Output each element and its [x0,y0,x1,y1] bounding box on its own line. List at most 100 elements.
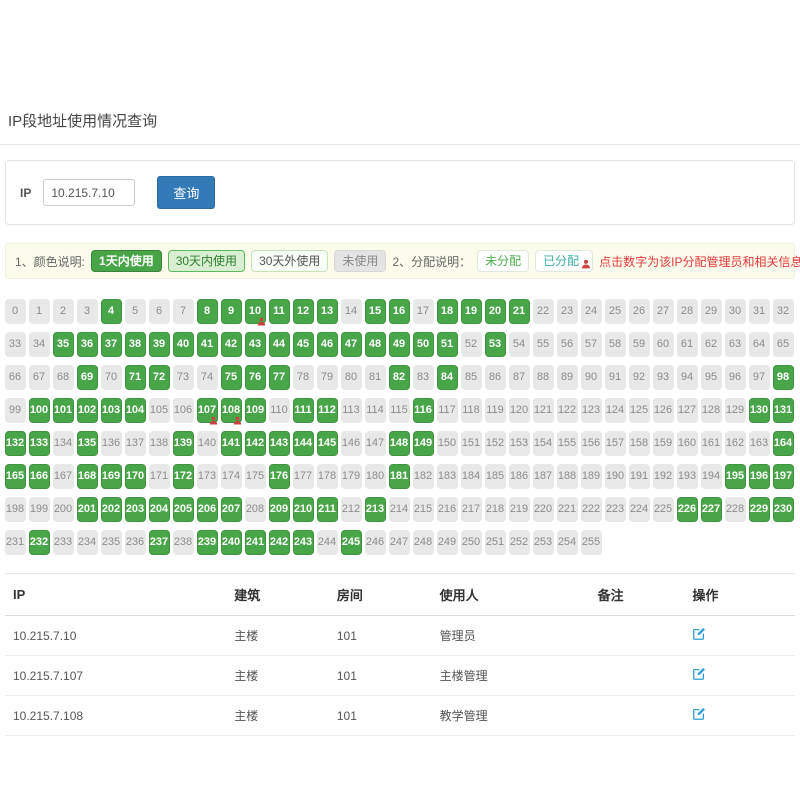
ip-cell-100[interactable]: 100 [28,397,50,423]
ip-cell-72[interactable]: 72 [148,364,170,390]
ip-cell-73[interactable]: 73 [172,364,194,390]
ip-cell-125[interactable]: 125 [628,397,650,423]
ip-cell-159[interactable]: 159 [652,430,674,456]
ip-cell-89[interactable]: 89 [556,364,578,390]
ip-cell-66[interactable]: 66 [4,364,26,390]
ip-cell-69[interactable]: 69 [76,364,98,390]
ip-cell-245[interactable]: 245 [340,529,362,555]
ip-cell-81[interactable]: 81 [364,364,386,390]
ip-cell-253[interactable]: 253 [532,529,554,555]
ip-cell-30[interactable]: 30 [724,298,746,324]
ip-cell-37[interactable]: 37 [100,331,122,357]
ip-cell-97[interactable]: 97 [748,364,770,390]
ip-cell-201[interactable]: 201 [76,496,98,522]
ip-cell-154[interactable]: 154 [532,430,554,456]
ip-cell-152[interactable]: 152 [484,430,506,456]
ip-cell-244[interactable]: 244 [316,529,338,555]
ip-cell-224[interactable]: 224 [628,496,650,522]
ip-cell-83[interactable]: 83 [412,364,434,390]
ip-cell-56[interactable]: 56 [556,331,578,357]
ip-cell-4[interactable]: 4 [100,298,122,324]
ip-cell-227[interactable]: 227 [700,496,722,522]
ip-cell-158[interactable]: 158 [628,430,650,456]
ip-cell-180[interactable]: 180 [364,463,386,489]
ip-cell-254[interactable]: 254 [556,529,578,555]
ip-cell-171[interactable]: 171 [148,463,170,489]
ip-cell-240[interactable]: 240 [220,529,242,555]
ip-cell-214[interactable]: 214 [388,496,410,522]
ip-cell-209[interactable]: 209 [268,496,290,522]
ip-cell-63[interactable]: 63 [724,331,746,357]
ip-cell-229[interactable]: 229 [748,496,770,522]
ip-cell-95[interactable]: 95 [700,364,722,390]
ip-cell-228[interactable]: 228 [724,496,746,522]
ip-cell-71[interactable]: 71 [124,364,146,390]
ip-cell-207[interactable]: 207 [220,496,242,522]
ip-cell-17[interactable]: 17 [412,298,434,324]
ip-cell-11[interactable]: 11 [268,298,290,324]
ip-cell-26[interactable]: 26 [628,298,650,324]
ip-cell-218[interactable]: 218 [484,496,506,522]
ip-cell-199[interactable]: 199 [28,496,50,522]
ip-cell-111[interactable]: 111 [292,397,314,423]
ip-cell-139[interactable]: 139 [172,430,194,456]
ip-cell-91[interactable]: 91 [604,364,626,390]
ip-cell-132[interactable]: 132 [4,430,26,456]
ip-cell-167[interactable]: 167 [52,463,74,489]
ip-cell-126[interactable]: 126 [652,397,674,423]
ip-cell-103[interactable]: 103 [100,397,122,423]
ip-cell-169[interactable]: 169 [100,463,122,489]
ip-cell-118[interactable]: 118 [460,397,482,423]
ip-cell-208[interactable]: 208 [244,496,266,522]
ip-cell-157[interactable]: 157 [604,430,626,456]
ip-cell-122[interactable]: 122 [556,397,578,423]
ip-cell-203[interactable]: 203 [124,496,146,522]
ip-cell-33[interactable]: 33 [4,331,26,357]
ip-cell-193[interactable]: 193 [676,463,698,489]
ip-cell-3[interactable]: 3 [76,298,98,324]
ip-cell-19[interactable]: 19 [460,298,482,324]
ip-cell-165[interactable]: 165 [4,463,26,489]
ip-cell-119[interactable]: 119 [484,397,506,423]
ip-cell-13[interactable]: 13 [316,298,338,324]
ip-cell-232[interactable]: 232 [28,529,50,555]
ip-cell-20[interactable]: 20 [484,298,506,324]
ip-cell-18[interactable]: 18 [436,298,458,324]
ip-cell-62[interactable]: 62 [700,331,722,357]
ip-cell-64[interactable]: 64 [748,331,770,357]
ip-cell-52[interactable]: 52 [460,331,482,357]
ip-cell-128[interactable]: 128 [700,397,722,423]
ip-cell-21[interactable]: 21 [508,298,530,324]
ip-cell-49[interactable]: 49 [388,331,410,357]
ip-cell-150[interactable]: 150 [436,430,458,456]
ip-cell-74[interactable]: 74 [196,364,218,390]
ip-cell-246[interactable]: 246 [364,529,386,555]
ip-cell-220[interactable]: 220 [532,496,554,522]
ip-cell-12[interactable]: 12 [292,298,314,324]
ip-cell-153[interactable]: 153 [508,430,530,456]
ip-cell-88[interactable]: 88 [532,364,554,390]
ip-cell-216[interactable]: 216 [436,496,458,522]
ip-cell-85[interactable]: 85 [460,364,482,390]
ip-cell-200[interactable]: 200 [52,496,74,522]
ip-cell-133[interactable]: 133 [28,430,50,456]
ip-cell-170[interactable]: 170 [124,463,146,489]
ip-cell-147[interactable]: 147 [364,430,386,456]
ip-cell-173[interactable]: 173 [196,463,218,489]
ip-cell-234[interactable]: 234 [76,529,98,555]
ip-cell-115[interactable]: 115 [388,397,410,423]
ip-cell-210[interactable]: 210 [292,496,314,522]
ip-cell-47[interactable]: 47 [340,331,362,357]
ip-cell-141[interactable]: 141 [220,430,242,456]
ip-cell-251[interactable]: 251 [484,529,506,555]
ip-cell-60[interactable]: 60 [652,331,674,357]
ip-cell-247[interactable]: 247 [388,529,410,555]
ip-cell-177[interactable]: 177 [292,463,314,489]
ip-cell-226[interactable]: 226 [676,496,698,522]
ip-cell-99[interactable]: 99 [4,397,26,423]
ip-cell-39[interactable]: 39 [148,331,170,357]
ip-cell-129[interactable]: 129 [724,397,746,423]
ip-cell-98[interactable]: 98 [772,364,794,390]
ip-cell-217[interactable]: 217 [460,496,482,522]
ip-cell-134[interactable]: 134 [52,430,74,456]
